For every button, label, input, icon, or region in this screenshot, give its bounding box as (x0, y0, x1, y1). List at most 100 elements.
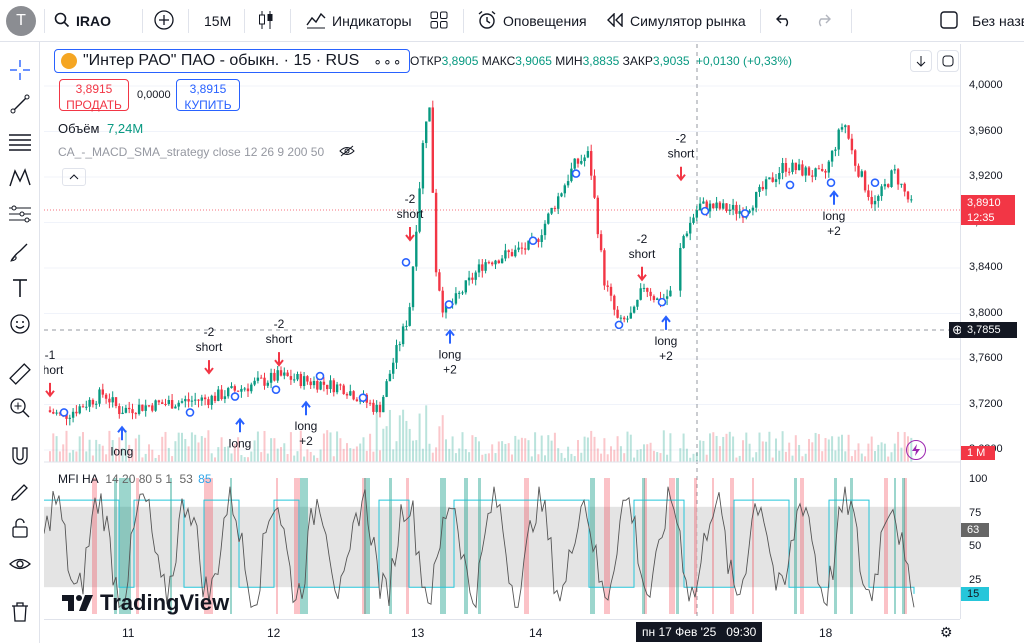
mfi-red-column (694, 478, 697, 614)
volume-bar (662, 430, 665, 462)
volume-bar (874, 451, 876, 462)
volume-bar (900, 447, 903, 462)
candle-body (227, 388, 230, 397)
candle-body (893, 169, 896, 171)
sell-button[interactable]: 3,8915 ПРОДАТЬ (59, 79, 129, 112)
symbol-legend[interactable]: "Интер РАО" ПАО - обыкн. · 15 · RUS ∘∘∘ (54, 49, 410, 73)
candle-body (514, 249, 517, 257)
volume-bar (243, 457, 246, 462)
zoom-tool[interactable] (6, 394, 34, 422)
chart-canvas[interactable]: -1short-2short-2short-2short-2short-2sho… (44, 44, 960, 619)
indicators-button[interactable]: Индикаторы (306, 0, 412, 42)
magnet-icon (12, 447, 28, 465)
volume-bar (273, 438, 276, 462)
magnet-tool[interactable] (6, 442, 34, 470)
collapse-indicators-button[interactable] (62, 168, 86, 186)
signal-long-label: long (229, 436, 252, 450)
time-axis[interactable]: 11 12 13 14 18 пн 17 Фев '25 09:30 (44, 619, 960, 643)
interval-button[interactable]: 15M (204, 0, 231, 42)
settings-legend-button[interactable] (937, 50, 959, 72)
visibility-tool[interactable] (6, 550, 34, 578)
volume-bar (95, 439, 98, 462)
candle-body (797, 164, 801, 171)
drawing-toolbar (0, 42, 40, 643)
candle-body (359, 400, 362, 402)
chart-pane[interactable]: -1short-2short-2short-2short-2short-2sho… (44, 44, 960, 619)
volume-bar (108, 430, 111, 462)
signal-marker (571, 169, 581, 178)
candle-body (55, 412, 58, 414)
volume-bar (801, 456, 804, 462)
rewind-icon (606, 11, 624, 30)
volume-bar (870, 436, 873, 462)
candle-body (471, 277, 474, 280)
candle-body (243, 388, 246, 390)
refresh-icon (942, 55, 954, 67)
mfi-red-column (136, 478, 139, 614)
emoji-tool[interactable] (6, 310, 34, 338)
volume-bar (610, 446, 612, 462)
redo-button[interactable] (815, 0, 831, 42)
crosshair-tool[interactable] (6, 56, 34, 84)
candle-body (335, 384, 339, 393)
volume-bar (88, 439, 91, 462)
volume-bar (177, 432, 180, 462)
volume-bar (359, 443, 362, 462)
draw-mode-tool[interactable] (6, 478, 34, 506)
delete-tool[interactable] (6, 598, 34, 626)
price-axis[interactable]: 4,00003,96003,92003,88003,84003,80003,76… (949, 44, 1024, 619)
text-tool[interactable] (6, 274, 34, 302)
candle-body (824, 170, 827, 173)
collapse-legend-button[interactable] (910, 50, 932, 72)
volume-bar (118, 437, 121, 462)
pattern-tool[interactable] (6, 164, 34, 192)
volume-bar (263, 430, 266, 462)
chart-type-button[interactable] (257, 0, 275, 42)
volume-bar (49, 451, 51, 462)
fib-tool[interactable] (6, 128, 34, 156)
volume-bar (778, 450, 781, 462)
candle-body (154, 400, 157, 411)
symbol-search-button[interactable]: IRAO (54, 0, 111, 42)
volume-bar (844, 451, 847, 462)
templates-button[interactable] (430, 0, 448, 42)
crosshair-time-tag: пн 17 Фев '25 09:30 (636, 622, 763, 642)
brush-tool[interactable] (6, 238, 34, 266)
replay-button[interactable]: Симулятор рынка (606, 0, 746, 42)
candle-body (101, 389, 104, 395)
company-logo-icon (61, 53, 77, 69)
volume-legend[interactable]: Объём 7,24M (58, 121, 143, 136)
candle-body (603, 250, 606, 286)
candle-body (510, 252, 514, 257)
eye-off-icon[interactable] (339, 145, 356, 160)
volume-bar (553, 432, 556, 462)
volume-bar (791, 455, 794, 462)
candle-body (517, 247, 520, 250)
lock-tool[interactable] (6, 514, 34, 542)
volume-bar (669, 433, 672, 462)
forecast-tool[interactable] (6, 200, 34, 228)
mfi-legend[interactable]: MFI HA 14 20 80 5 1 53 85 (58, 472, 212, 486)
buy-button[interactable]: 3,8915 КУПИТЬ (176, 79, 240, 112)
volume-bar (692, 453, 695, 462)
layout-button[interactable]: Без назв (940, 0, 1024, 42)
undo-button[interactable] (776, 0, 792, 42)
tradingview-watermark[interactable]: TradingView (60, 590, 229, 616)
volume-bar (821, 451, 824, 462)
compare-button[interactable] (153, 0, 175, 42)
alert-lightning-button[interactable] (906, 440, 926, 460)
alerts-button[interactable]: Оповещения (477, 0, 587, 42)
strategy-legend[interactable]: CA_-_MACD_SMA_strategy close 12 26 9 200… (58, 145, 356, 160)
trendline-tool[interactable] (6, 90, 34, 118)
volume-bar (897, 431, 900, 462)
measure-tool[interactable] (6, 360, 34, 388)
settings-gear-icon[interactable]: ⚙ (940, 624, 953, 640)
volume-bar (702, 440, 705, 462)
volume-bar (75, 451, 78, 462)
user-avatar[interactable]: T (6, 6, 36, 36)
candle-body (609, 286, 613, 296)
more-dots-icon[interactable]: ∘∘∘ (373, 52, 403, 69)
volume-bar (544, 455, 546, 462)
current-price-tag: 3,8910 (961, 194, 1015, 211)
volume-bar (369, 433, 372, 462)
